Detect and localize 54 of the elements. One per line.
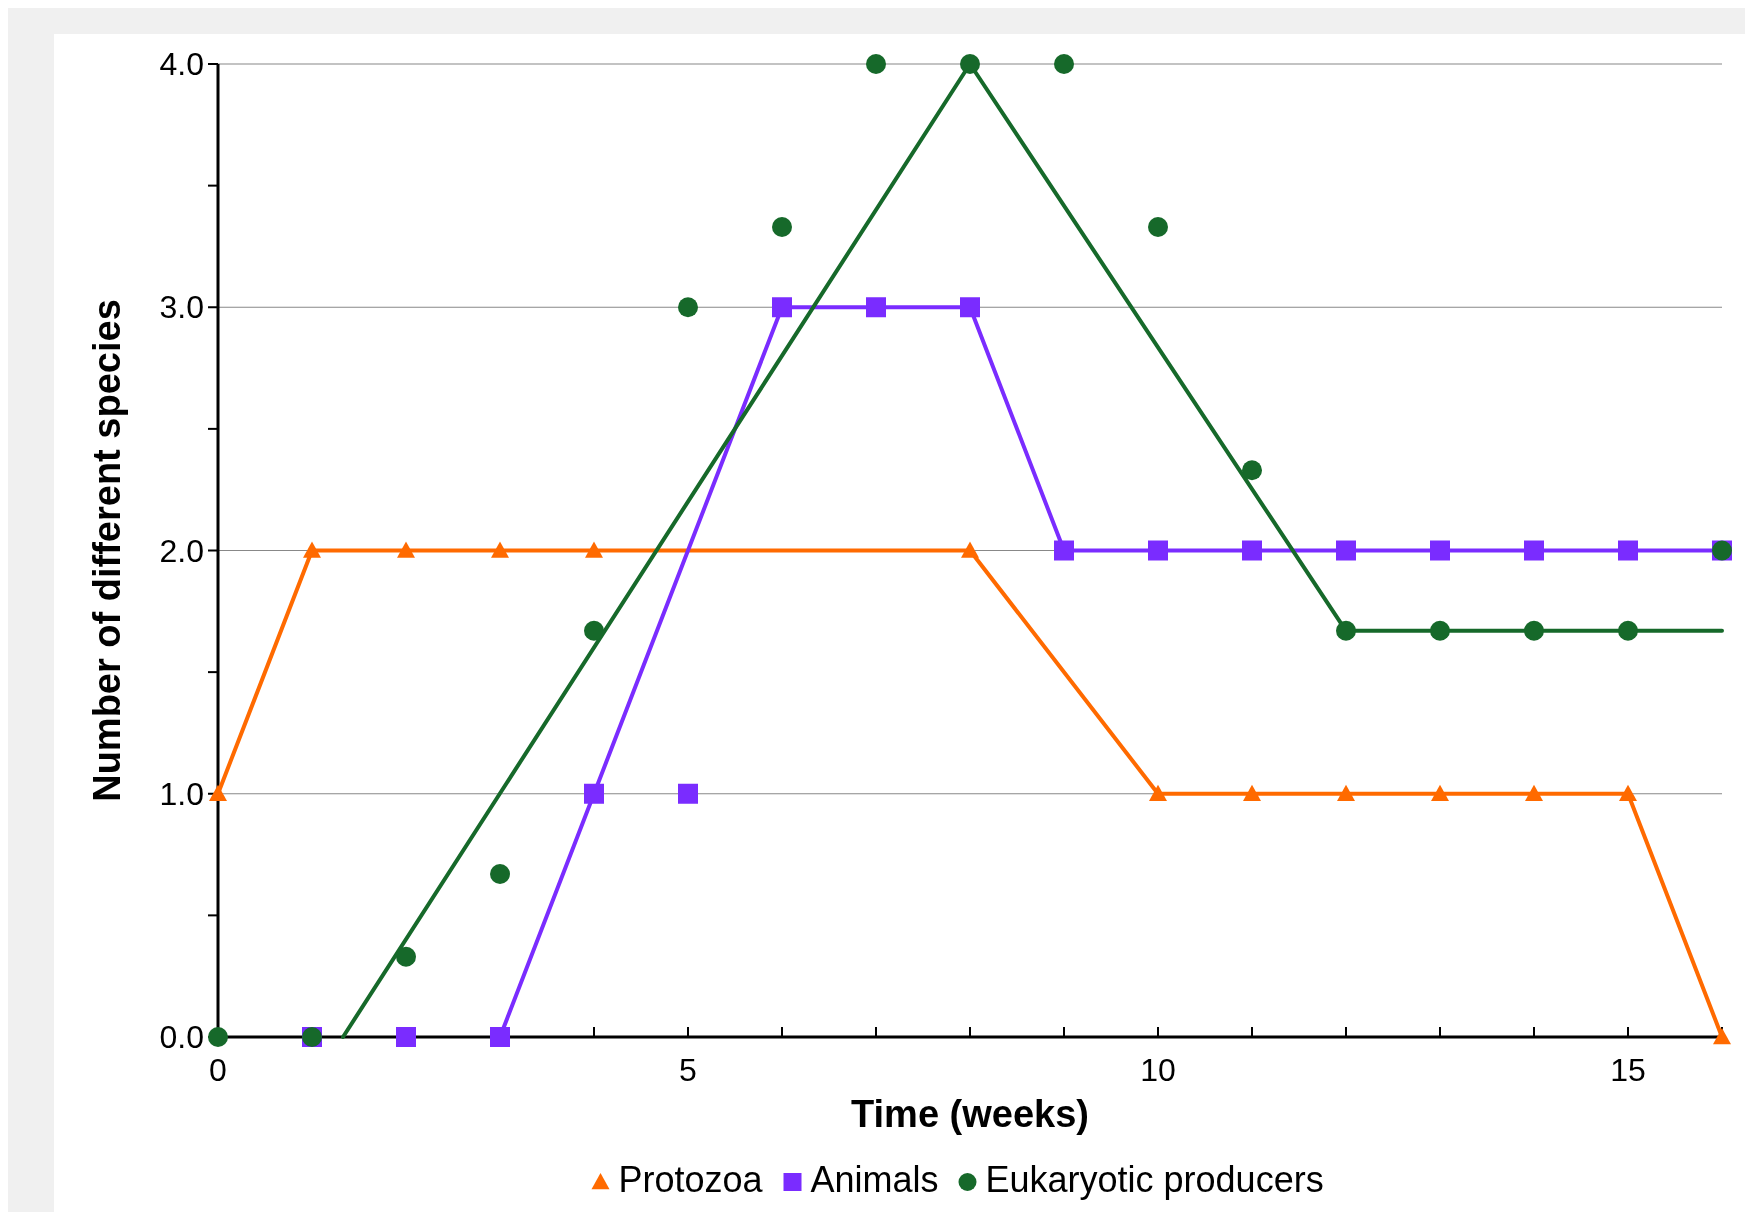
point bbox=[772, 216, 792, 237]
point bbox=[396, 946, 416, 967]
legend-label: Protozoa bbox=[618, 1159, 764, 1200]
x-tick-label: 5 bbox=[679, 1052, 697, 1088]
y-tick-label: 2.0 bbox=[159, 532, 204, 569]
point bbox=[209, 784, 227, 801]
point bbox=[1524, 540, 1544, 561]
point bbox=[1337, 784, 1355, 801]
point bbox=[1619, 784, 1637, 801]
y-axis-title: Number of different species bbox=[86, 299, 128, 802]
point bbox=[1336, 620, 1356, 641]
point bbox=[490, 864, 510, 885]
point bbox=[397, 541, 415, 558]
point bbox=[960, 54, 980, 74]
point bbox=[490, 1027, 510, 1047]
point bbox=[491, 541, 509, 558]
point bbox=[584, 783, 604, 804]
point bbox=[1242, 540, 1262, 561]
point bbox=[1242, 460, 1262, 481]
y-tick-label: 1.0 bbox=[159, 775, 204, 812]
point bbox=[960, 297, 980, 318]
point bbox=[1243, 784, 1261, 801]
point bbox=[585, 541, 603, 558]
point bbox=[1525, 784, 1543, 801]
point bbox=[1054, 54, 1074, 74]
x-axis-title: Time (weeks) bbox=[851, 1093, 1089, 1135]
y-tick-label: 0.0 bbox=[159, 1019, 204, 1056]
point bbox=[1431, 784, 1449, 801]
point bbox=[1524, 620, 1544, 641]
point bbox=[961, 541, 979, 558]
point bbox=[1054, 540, 1074, 561]
x-tick-label: 0 bbox=[209, 1052, 227, 1088]
point bbox=[678, 297, 698, 318]
point bbox=[396, 1027, 416, 1047]
point bbox=[584, 620, 604, 641]
point bbox=[1148, 540, 1168, 561]
point bbox=[1149, 784, 1167, 801]
legend-label: Eukaryotic producers bbox=[985, 1159, 1324, 1200]
point bbox=[772, 297, 792, 318]
point bbox=[866, 54, 886, 74]
x-tick-label: 10 bbox=[1140, 1052, 1176, 1088]
y-tick-label: 4.0 bbox=[159, 46, 204, 83]
point bbox=[678, 783, 698, 804]
y-tick-label: 3.0 bbox=[159, 289, 204, 326]
point bbox=[1336, 540, 1356, 561]
x-tick-label: 15 bbox=[1610, 1052, 1646, 1088]
point bbox=[303, 541, 321, 558]
point bbox=[1618, 620, 1638, 641]
point bbox=[1618, 540, 1638, 561]
point bbox=[1430, 540, 1450, 561]
legend-label: Animals bbox=[810, 1159, 939, 1200]
point bbox=[1430, 620, 1450, 641]
point bbox=[866, 297, 886, 318]
point bbox=[1148, 216, 1168, 237]
